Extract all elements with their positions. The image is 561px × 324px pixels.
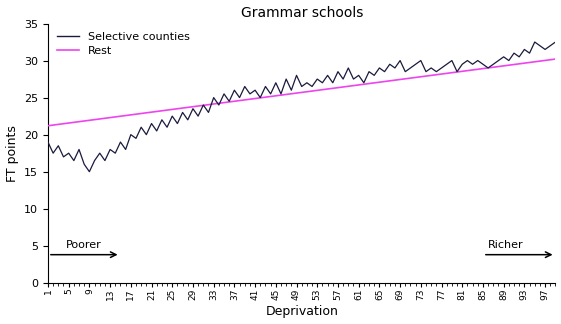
Title: Grammar schools: Grammar schools: [241, 6, 363, 19]
Legend: Selective counties, Rest: Selective counties, Rest: [53, 29, 193, 59]
Y-axis label: FT points: FT points: [6, 125, 19, 182]
X-axis label: Deprivation: Deprivation: [265, 306, 338, 318]
Text: Richer: Richer: [488, 240, 524, 250]
Text: Poorer: Poorer: [66, 240, 102, 250]
